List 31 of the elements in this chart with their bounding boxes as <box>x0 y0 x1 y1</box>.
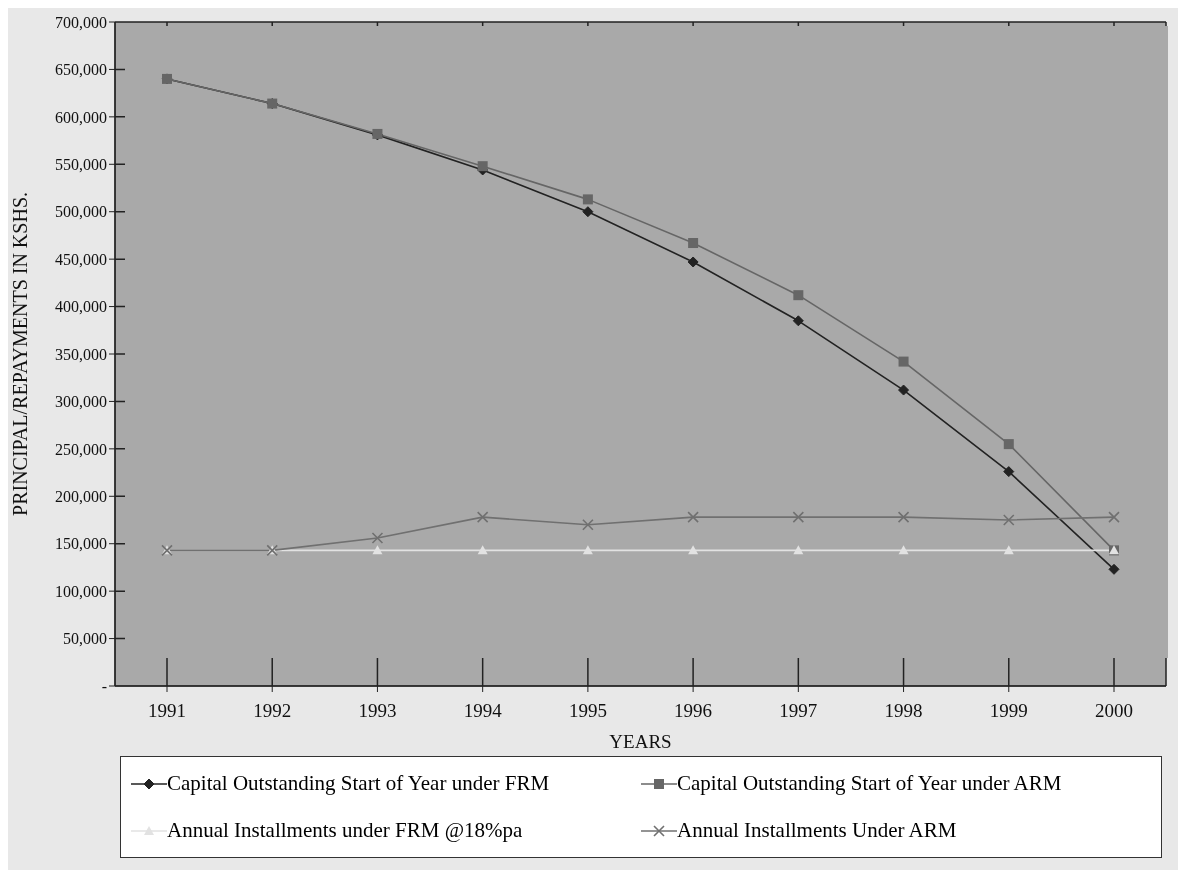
x-tick-label: 1994 <box>463 700 503 722</box>
x-tick-label: 1991 <box>148 700 186 722</box>
x-tick-label: 1993 <box>358 700 397 722</box>
legend-label: Annual Installments Under ARM <box>677 818 957 843</box>
y-tick-label: 200,000 <box>55 487 107 505</box>
y-tick-label: 350,000 <box>55 345 107 363</box>
x-tick-label: 1997 <box>779 700 818 722</box>
y-tick-label: 700,000 <box>55 13 107 31</box>
y-axis-title: PRINCIPAL/REPAYMENTS IN KSHS. <box>9 192 32 516</box>
legend-label: Capital Outstanding Start of Year under FRM <box>167 771 550 796</box>
x-tick-label: 1996 <box>674 700 713 722</box>
legend-label: Annual Installments under FRM @18%pa <box>167 818 523 843</box>
y-tick-label: 600,000 <box>55 108 107 126</box>
y-tick-label: 500,000 <box>55 203 107 221</box>
y-tick-label: 50,000 <box>63 630 107 648</box>
x-tick-label: 1999 <box>989 700 1028 722</box>
y-tick-label: 300,000 <box>55 393 107 411</box>
x-tick-label: 1992 <box>253 700 292 722</box>
x-tick-label: 1995 <box>568 700 607 722</box>
x-tick-label: 1998 <box>884 700 923 722</box>
y-tick-label: 100,000 <box>55 582 107 600</box>
y-tick-label: 550,000 <box>55 155 107 173</box>
y-tick-label: - <box>101 677 107 695</box>
y-tick-label: 250,000 <box>55 440 107 458</box>
legend-label: Capital Outstanding Start of Year under ARM <box>677 771 1062 796</box>
x-tick-label: 2000 <box>1095 700 1133 722</box>
y-tick-label: 450,000 <box>55 250 107 268</box>
x-axis-title: YEARS <box>609 731 672 752</box>
y-tick-label: 650,000 <box>55 61 107 79</box>
y-tick-label: 150,000 <box>55 535 107 553</box>
y-tick-label: 400,000 <box>55 298 107 316</box>
